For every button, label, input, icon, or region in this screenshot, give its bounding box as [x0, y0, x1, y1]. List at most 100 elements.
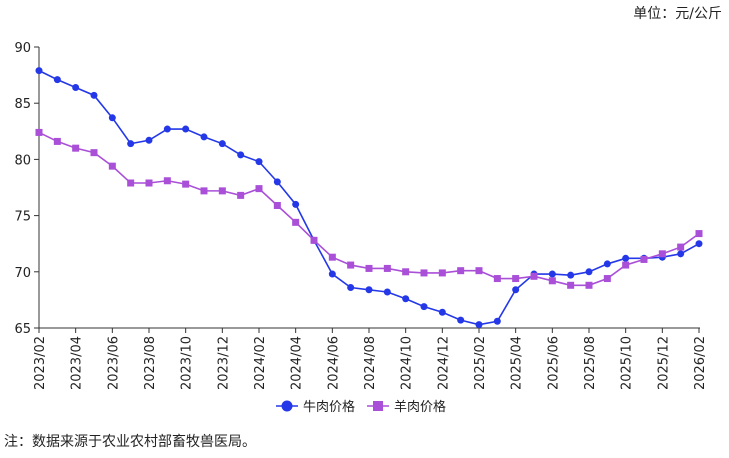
point	[548, 270, 556, 278]
point	[292, 218, 300, 226]
point	[567, 271, 575, 279]
point	[383, 264, 391, 272]
point	[218, 140, 226, 148]
point	[365, 286, 373, 294]
x-tick-label: 2023/08	[143, 336, 158, 390]
point	[218, 187, 226, 195]
point	[677, 250, 685, 258]
point	[585, 268, 593, 276]
point	[438, 269, 446, 277]
point	[493, 275, 501, 283]
point	[420, 303, 428, 311]
point	[273, 201, 281, 209]
x-tick-label: 2025/02	[473, 336, 488, 390]
x-tick-label: 2023/12	[216, 336, 231, 390]
point	[512, 286, 520, 294]
y-tick-label: 85	[14, 97, 31, 112]
x-tick-label: 2024/12	[436, 336, 451, 390]
point	[383, 288, 391, 296]
point	[127, 179, 135, 187]
point	[200, 187, 208, 195]
x-tick-label: 2025/08	[583, 336, 598, 390]
point	[530, 272, 538, 280]
x-tick-label: 2024/06	[326, 336, 341, 390]
point	[420, 269, 428, 277]
point	[255, 185, 263, 193]
point	[90, 149, 98, 157]
point	[108, 114, 116, 122]
point	[457, 267, 465, 275]
point	[677, 243, 685, 251]
point	[622, 261, 630, 269]
point	[640, 255, 648, 263]
x-tick-label: 2023/04	[70, 336, 85, 390]
legend-marker	[281, 400, 293, 412]
point	[493, 317, 501, 325]
legend-marker	[373, 401, 384, 411]
point	[182, 125, 190, 133]
point	[53, 137, 61, 145]
point	[347, 284, 355, 292]
point	[622, 254, 630, 262]
point	[145, 179, 153, 187]
point	[695, 230, 703, 238]
y-tick-label: 80	[14, 153, 31, 168]
point	[108, 162, 116, 170]
point	[53, 76, 61, 84]
point	[145, 136, 153, 144]
note: 注：数据来源于农业农村部畜牧兽医局。	[4, 434, 256, 450]
point	[347, 261, 355, 269]
point	[72, 144, 80, 152]
point	[402, 295, 410, 303]
point	[237, 151, 245, 159]
point	[365, 264, 373, 272]
point	[200, 133, 208, 141]
point	[72, 83, 80, 91]
x-tick-label: 2024/02	[253, 336, 268, 390]
point	[695, 240, 703, 248]
x-tick-label: 2025/04	[510, 336, 525, 390]
point	[237, 191, 245, 199]
legend-label: 羊肉价格	[394, 399, 446, 415]
point	[438, 308, 446, 316]
x-tick-label: 2023/10	[180, 336, 195, 390]
unit-label: 单位：元/公斤	[633, 6, 722, 22]
x-tick-label: 2025/10	[620, 336, 635, 390]
legend-label: 牛肉价格	[303, 399, 355, 415]
x-tick-label: 2025/12	[656, 336, 671, 390]
point	[603, 260, 611, 268]
x-tick-label: 2026/02	[693, 336, 708, 390]
series-line	[38, 131, 700, 287]
point	[402, 268, 410, 276]
x-tick-label: 2023/06	[106, 336, 121, 390]
point	[658, 250, 666, 258]
point	[603, 275, 611, 283]
point	[163, 177, 171, 185]
point	[475, 321, 483, 329]
point	[585, 281, 593, 289]
point	[475, 267, 483, 275]
point	[35, 67, 43, 75]
x-tick-label: 2025/06	[546, 336, 561, 390]
point	[310, 236, 318, 244]
point	[182, 180, 190, 188]
point	[163, 125, 171, 133]
x-tick-label: 2023/02	[33, 336, 48, 390]
y-tick-label: 70	[14, 266, 31, 281]
point	[255, 158, 263, 166]
x-tick-label: 2024/08	[363, 336, 378, 390]
point	[292, 200, 300, 208]
point	[567, 281, 575, 289]
point	[328, 253, 336, 261]
x-tick-label: 2024/04	[290, 336, 305, 390]
point	[512, 275, 520, 283]
x-tick-label: 2024/10	[400, 336, 415, 390]
y-tick-label: 75	[14, 210, 31, 225]
y-tick-label: 65	[14, 322, 31, 337]
point	[273, 178, 281, 186]
point	[548, 277, 556, 285]
point	[35, 128, 43, 136]
point	[90, 91, 98, 99]
